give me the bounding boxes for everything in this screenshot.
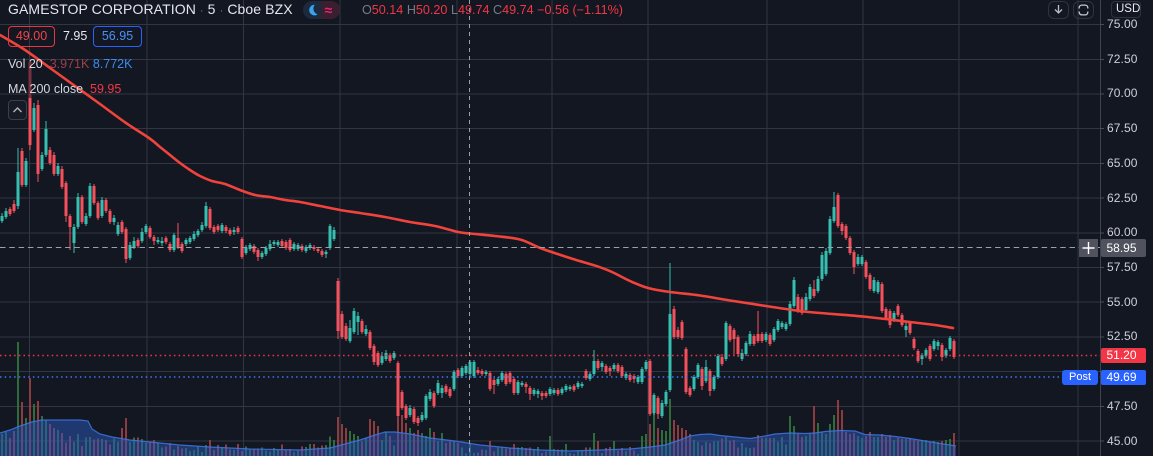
svg-text:≈: ≈ — [325, 2, 333, 18]
